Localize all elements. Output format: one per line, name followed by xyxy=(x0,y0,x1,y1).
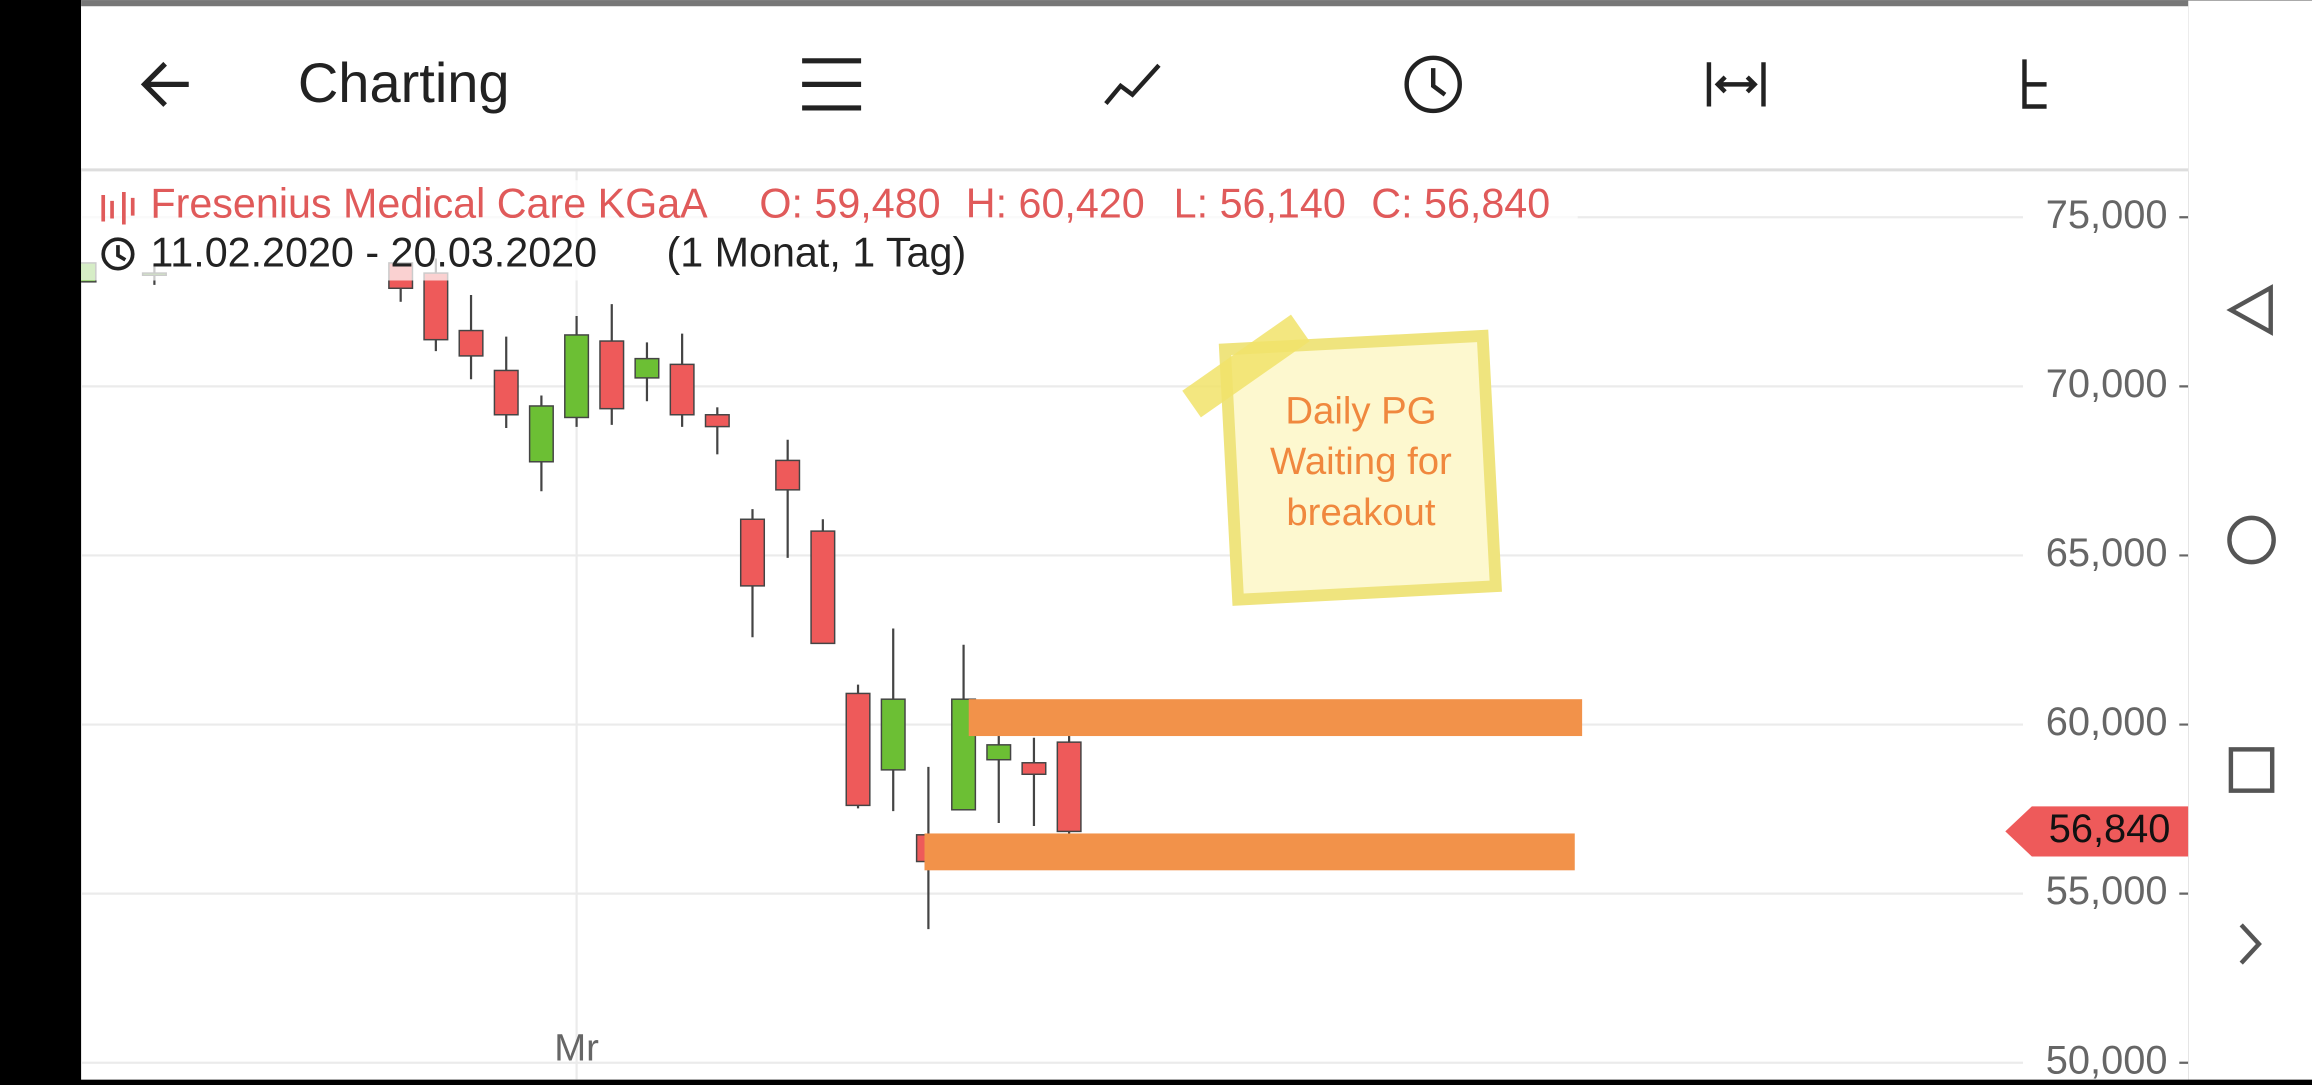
note-tape xyxy=(1182,314,1310,418)
candle-body xyxy=(1056,741,1082,833)
note-text: Daily PG xyxy=(1285,389,1436,432)
candle-icon xyxy=(101,192,135,225)
time-button[interactable] xyxy=(1404,55,1462,114)
candle-body xyxy=(528,405,554,463)
candle-body xyxy=(1021,762,1047,776)
candle-body xyxy=(423,272,449,341)
candle-body xyxy=(845,692,871,807)
period: (1 Monat, 1 Tag) xyxy=(666,229,966,275)
ohlc-label: H: 60,420 xyxy=(966,181,1145,227)
zone xyxy=(968,699,1583,737)
y-tick-label: 75,000 xyxy=(2046,193,2168,237)
nav-recents[interactable] xyxy=(2228,747,2275,793)
instrument-title: Fresenius Medical Care KGaA xyxy=(150,181,708,227)
y-tick-label: 50,000 xyxy=(2046,1038,2168,1080)
candle-body xyxy=(880,698,906,771)
candle-body xyxy=(564,334,590,419)
status-edge xyxy=(81,0,2189,7)
sticky-note xyxy=(1218,329,1502,606)
candle-body xyxy=(634,357,660,379)
zoom-button[interactable] xyxy=(1706,62,1766,107)
note-paper xyxy=(1218,329,1502,606)
y-tick-label: 70,000 xyxy=(2046,362,2168,406)
note-text: breakout xyxy=(1286,491,1436,534)
clock-icon xyxy=(101,237,135,271)
app-bar xyxy=(81,0,2189,169)
ohlc-label: C: 56,840 xyxy=(1371,181,1550,227)
candle-body xyxy=(810,530,836,645)
x-tick-label: Mr xyxy=(554,1026,599,1069)
candle-body xyxy=(704,414,730,428)
nav-bar xyxy=(2188,0,2312,1080)
nav-home[interactable] xyxy=(2227,515,2276,565)
app-title: Charting xyxy=(298,51,510,114)
back-button[interactable] xyxy=(140,61,189,107)
last-price-tag xyxy=(2005,806,2189,857)
y-tick-label: 60,000 xyxy=(2046,700,2168,744)
nav-back[interactable] xyxy=(2226,284,2273,336)
menu-button[interactable] xyxy=(802,58,862,111)
zone xyxy=(924,833,1575,871)
candle-body xyxy=(739,518,766,587)
date-range: 11.02.2020 - 20.03.2020 xyxy=(150,229,597,275)
ohlc-label: O: 59,480 xyxy=(759,181,940,227)
plot-area: 50,000 55,000 60,000 65,000 70,000 75,000 Mr xyxy=(81,169,2189,1080)
candle-body xyxy=(493,369,519,416)
candle-body xyxy=(599,340,625,410)
legend-backdrop xyxy=(81,180,1578,281)
candle-body xyxy=(458,329,484,357)
candle-body xyxy=(669,363,695,416)
candle-body xyxy=(775,459,801,491)
note-text: Waiting for xyxy=(1270,440,1452,483)
tools-button[interactable] xyxy=(2022,59,2047,109)
indicator-button[interactable] xyxy=(1104,63,1161,105)
app-background xyxy=(81,0,2189,1080)
clock-hands xyxy=(116,245,127,262)
candle-body xyxy=(986,744,1012,761)
y-tick-label: 55,000 xyxy=(2046,869,2168,913)
y-tick-label: 65,000 xyxy=(2046,531,2168,575)
nav-more[interactable] xyxy=(2239,923,2262,965)
ohlc-label: L: 56,140 xyxy=(1174,181,1346,227)
last-price-label: 56,840 xyxy=(2049,807,2171,851)
